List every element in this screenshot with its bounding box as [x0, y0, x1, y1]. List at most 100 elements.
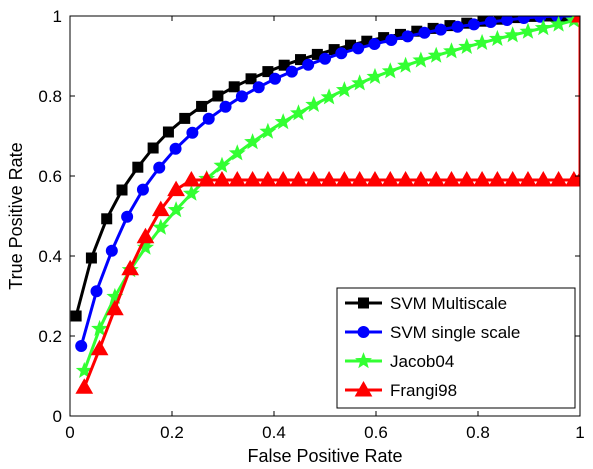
data-point-svm-single-scale	[401, 30, 414, 43]
legend-box	[336, 287, 576, 409]
data-point-frangi98	[534, 170, 553, 187]
data-point-svm-multiscale	[70, 310, 82, 322]
data-point-svm-multiscale	[179, 112, 191, 124]
data-point-svm-single-scale	[269, 72, 282, 85]
data-point-jacob04	[167, 201, 185, 218]
data-point-svm-single-scale	[352, 42, 365, 55]
data-point-frangi98	[75, 378, 94, 394]
y-tick-label: 0.4	[38, 247, 62, 266]
data-point-jacob04	[427, 46, 445, 63]
data-point-svm-multiscale	[543, 16, 555, 22]
data-point-svm-single-scale	[418, 26, 431, 39]
data-point-jacob04	[381, 62, 399, 79]
data-point-jacob04	[550, 16, 568, 32]
series-svm-single-scale	[75, 16, 580, 352]
data-point-svm-multiscale	[212, 90, 224, 102]
data-point-jacob04	[335, 81, 353, 98]
data-point-frangi98	[381, 170, 400, 187]
data-point-svm-single-scale	[105, 244, 118, 257]
data-point-svm-multiscale	[262, 66, 274, 78]
data-point-svm-multiscale	[116, 184, 128, 196]
data-point-jacob04	[351, 74, 369, 91]
data-point-svm-single-scale	[202, 112, 215, 125]
data-point-svm-single-scale	[285, 65, 298, 78]
data-point-svm-single-scale	[319, 52, 331, 65]
legend-swatch-marker	[354, 380, 373, 397]
legend-item-svm-single-scale: SVM single scale	[345, 323, 520, 342]
legend-item-jacob04: Jacob04	[345, 352, 454, 371]
legend-label: SVM Multiscale	[390, 294, 507, 313]
data-point-svm-single-scale	[368, 38, 381, 50]
data-point-jacob04	[488, 29, 506, 47]
legend-label: Jacob04	[390, 352, 454, 371]
x-axis-label: False Positive Rate	[247, 446, 402, 466]
data-point-jacob04	[274, 113, 292, 130]
data-point-frangi98	[473, 170, 491, 187]
y-tick-label: 0.8	[38, 87, 62, 106]
legend: SVM Multiscale SVM single scale Jacob04 Fra…	[336, 287, 576, 409]
legend-swatch-marker	[355, 352, 372, 369]
legend-label: SVM single scale	[390, 323, 520, 342]
data-point-frangi98	[182, 170, 201, 187]
data-point-jacob04	[534, 19, 552, 36]
data-point-jacob04	[305, 95, 323, 113]
data-point-jacob04	[152, 218, 170, 235]
data-point-frangi98	[243, 170, 262, 187]
data-point-jacob04	[473, 33, 491, 51]
data-point-svm-single-scale	[517, 16, 530, 24]
data-point-svm-single-scale	[169, 142, 182, 155]
data-point-svm-multiscale	[101, 213, 113, 225]
data-point-jacob04	[244, 133, 262, 150]
legend-item-frangi98: Frangi98	[345, 380, 457, 400]
data-point-jacob04	[91, 319, 109, 337]
data-point-svm-single-scale	[385, 34, 398, 46]
x-tick-label: 0.6	[364, 423, 388, 442]
legend-label: Frangi98	[390, 381, 457, 400]
data-point-frangi98	[457, 170, 476, 187]
data-point-frangi98	[366, 170, 384, 187]
data-point-svm-multiscale	[147, 142, 159, 154]
data-point-frangi98	[121, 259, 140, 276]
series-line-jacob04	[82, 16, 580, 372]
data-point-svm-multiscale	[245, 73, 257, 85]
data-point-jacob04	[412, 51, 430, 68]
y-axis-label: True Positive Rate	[6, 142, 26, 289]
series-jacob04	[75, 16, 580, 379]
data-point-jacob04	[519, 22, 537, 39]
legend-swatch-marker	[357, 326, 370, 338]
ticks-layer: 0 0.2 0.4 0.6 0.8 1 0 0.2 0.4 0.6 0.8 1	[38, 7, 584, 442]
data-point-frangi98	[289, 170, 308, 187]
data-point-svm-single-scale	[121, 210, 134, 223]
data-point-svm-single-scale	[252, 81, 265, 94]
data-point-jacob04	[397, 56, 415, 73]
data-point-frangi98	[488, 170, 507, 187]
data-point-frangi98	[519, 170, 537, 187]
y-tick-label: 0.2	[38, 327, 62, 346]
data-point-jacob04	[182, 184, 200, 201]
data-point-frangi98	[396, 170, 415, 187]
data-point-svm-single-scale	[153, 161, 166, 174]
data-point-svm-single-scale	[501, 16, 514, 26]
data-point-svm-single-scale	[451, 20, 464, 33]
data-point-svm-multiscale	[162, 126, 174, 138]
data-point-frangi98	[90, 339, 109, 356]
data-point-jacob04	[320, 88, 338, 105]
data-point-frangi98	[571, 16, 580, 23]
data-point-jacob04	[259, 122, 277, 139]
data-point-svm-single-scale	[90, 285, 103, 298]
x-tick-label: 0.4	[262, 423, 286, 442]
data-point-jacob04	[366, 67, 384, 85]
x-tick-label: 0.2	[160, 423, 184, 442]
data-point-jacob04	[443, 42, 460, 59]
data-point-jacob04	[458, 37, 476, 55]
data-point-svm-multiscale	[85, 252, 97, 264]
data-point-svm-single-scale	[75, 340, 88, 352]
data-point-frangi98	[412, 170, 430, 187]
data-point-frangi98	[151, 200, 170, 217]
data-point-svm-single-scale	[219, 100, 232, 113]
data-point-jacob04	[75, 361, 93, 379]
data-point-svm-multiscale	[228, 81, 240, 93]
data-point-svm-single-scale	[335, 47, 348, 60]
y-tick-label: 1	[53, 7, 62, 26]
